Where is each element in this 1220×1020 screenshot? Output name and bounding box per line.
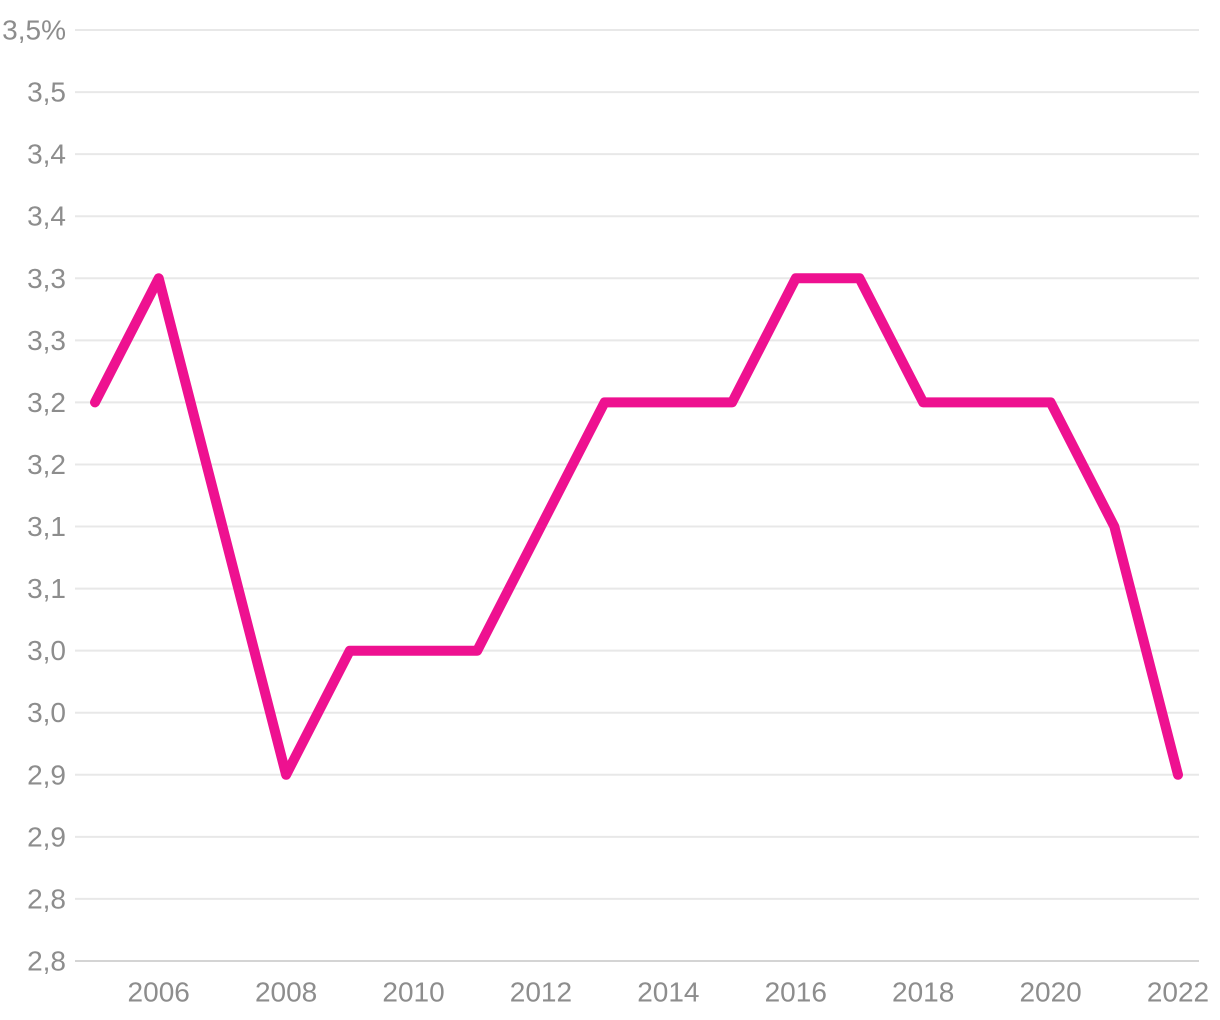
y-tick-label: 2,9: [27, 759, 66, 790]
y-tick-label: 3,2: [27, 449, 66, 480]
y-tick-label: 3,5%: [2, 15, 66, 46]
y-tick-label: 3,0: [27, 635, 66, 666]
x-tick-label: 2020: [1019, 977, 1081, 1008]
y-tick-label: 3,4: [27, 139, 66, 170]
y-tick-label: 3,2: [27, 387, 66, 418]
y-tick-label: 2,8: [27, 883, 66, 914]
x-tick-label: 2006: [128, 977, 190, 1008]
y-tick-label: 3,3: [27, 263, 66, 294]
y-tick-label: 3,4: [27, 201, 66, 232]
y-tick-label: 3,5: [27, 77, 66, 108]
y-tick-label: 3,1: [27, 573, 66, 604]
y-tick-label: 2,8: [27, 946, 66, 977]
x-tick-label: 2012: [510, 977, 572, 1008]
x-tick-label: 2016: [765, 977, 827, 1008]
y-tick-label: 3,1: [27, 511, 66, 542]
x-tick-label: 2010: [382, 977, 444, 1008]
y-tick-label: 3,3: [27, 325, 66, 356]
x-tick-label: 2008: [255, 977, 317, 1008]
y-tick-label: 2,9: [27, 821, 66, 852]
x-tick-label: 2022: [1147, 977, 1209, 1008]
x-tick-label: 2014: [637, 977, 699, 1008]
y-tick-label: 3,0: [27, 697, 66, 728]
series-line: [90, 273, 1183, 780]
x-tick-label: 2018: [892, 977, 954, 1008]
